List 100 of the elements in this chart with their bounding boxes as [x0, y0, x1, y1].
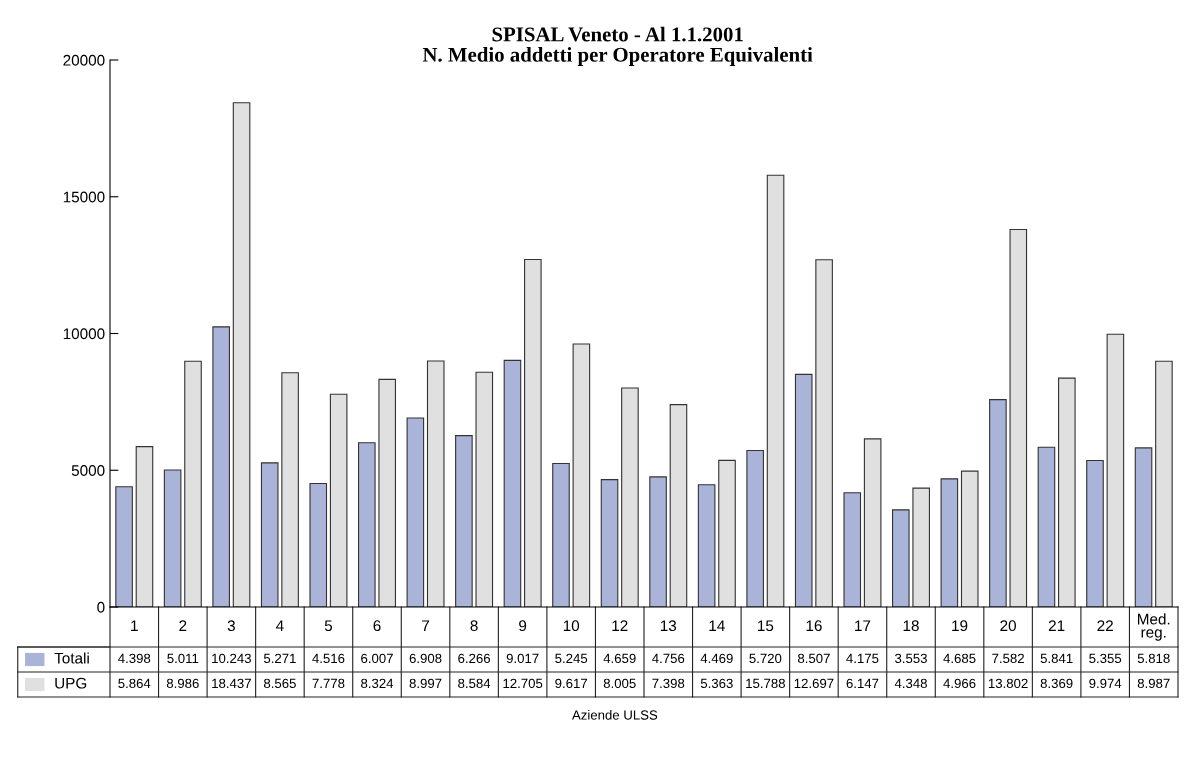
data-label: 10.243 — [212, 653, 251, 664]
data-label: 6.147 — [846, 678, 879, 689]
x-tick-label: 10 — [563, 620, 580, 632]
data-label: 8.986 — [166, 678, 199, 689]
legend-label: Totali — [54, 652, 89, 664]
bar — [600, 479, 619, 607]
x-tick-label: 1 — [131, 620, 138, 631]
x-tick-label: Med. reg. — [1138, 613, 1170, 641]
bar — [1009, 228, 1028, 607]
data-label: 4.348 — [894, 678, 927, 689]
data-label: 5.841 — [1040, 653, 1073, 664]
x-tick-label: 14 — [709, 620, 725, 631]
data-label: 8.507 — [797, 653, 830, 664]
bar — [697, 484, 716, 607]
x-tick-label: 15 — [758, 620, 774, 632]
bar — [960, 470, 979, 607]
data-label: 5.818 — [1137, 653, 1170, 664]
data-label: 8.987 — [1137, 678, 1170, 689]
y-tick-label: 10000 — [63, 328, 105, 340]
data-label: 6.266 — [458, 653, 491, 664]
bar — [989, 399, 1007, 607]
bar — [163, 469, 182, 607]
data-label: 4.516 — [312, 653, 345, 664]
bar — [455, 435, 473, 607]
bar — [503, 359, 522, 607]
data-label: 5.363 — [700, 678, 733, 689]
data-label: 9.617 — [555, 678, 588, 689]
x-tick-label: 18 — [903, 620, 919, 632]
x-tick-label: 16 — [806, 620, 822, 632]
data-label: 7.778 — [312, 678, 345, 689]
x-tick-label: 21 — [1048, 620, 1065, 631]
bar — [184, 360, 202, 607]
data-label: 8.324 — [361, 678, 394, 689]
data-label: 6.007 — [361, 653, 393, 664]
data-label: 8.369 — [1040, 678, 1073, 689]
data-label: 9.017 — [506, 653, 539, 664]
data-label: 9.974 — [1089, 678, 1122, 689]
x-tick-label: 13 — [660, 620, 677, 632]
bar — [329, 393, 348, 607]
bar — [135, 446, 154, 607]
data-label: 4.966 — [943, 678, 976, 689]
data-label: 8.997 — [409, 678, 442, 689]
data-label: 5.864 — [118, 678, 151, 689]
bar — [621, 387, 639, 607]
x-tick-label: 2 — [179, 620, 187, 631]
data-label: 4.685 — [943, 653, 976, 664]
y-tick-label: 0 — [97, 601, 105, 613]
y-tick-label: 15000 — [63, 191, 105, 203]
chart-title: SPISAL Veneto - Al 1.1.2001 N. Medio addetti per Operatore Equivalenti — [422, 26, 813, 67]
data-label: 15.788 — [746, 678, 785, 689]
data-label: 12.697 — [794, 678, 834, 689]
y-tick-label: 5000 — [71, 465, 105, 476]
data-label: 4.756 — [652, 653, 685, 664]
bar — [552, 462, 570, 607]
bar — [426, 360, 445, 607]
bar — [746, 450, 764, 607]
bar — [1134, 447, 1153, 607]
x-tick-label: 3 — [227, 620, 235, 632]
data-label: 8.584 — [458, 678, 491, 689]
data-label: 5.245 — [555, 653, 588, 664]
data-label: 4.398 — [118, 653, 151, 664]
x-tick-label: 12 — [612, 620, 628, 631]
bar — [115, 486, 133, 607]
bar — [912, 487, 931, 607]
data-label: 7.582 — [992, 653, 1024, 664]
data-label: 8.005 — [603, 678, 636, 689]
x-tick-label: 6 — [373, 620, 381, 632]
bar — [766, 174, 785, 607]
bar — [406, 417, 425, 607]
x-tick-label: 20 — [1000, 620, 1016, 632]
data-label: 5.720 — [749, 653, 782, 664]
bar — [357, 442, 376, 607]
bar — [863, 438, 882, 607]
bar — [524, 258, 542, 607]
bar — [212, 326, 230, 607]
bar — [843, 492, 862, 607]
data-label: 6.908 — [409, 653, 442, 664]
bar — [1106, 333, 1125, 607]
bar — [260, 462, 279, 607]
x-tick-label: 8 — [470, 620, 478, 632]
data-label: 4.175 — [846, 653, 879, 664]
data-label: 5.355 — [1089, 653, 1122, 664]
y-tick-label: 20000 — [63, 54, 105, 66]
bar — [1037, 446, 1056, 607]
x-tick-label: 4 — [276, 620, 284, 631]
bar — [1058, 377, 1076, 607]
bar — [815, 259, 833, 607]
x-tick-label: 22 — [1097, 620, 1113, 631]
x-tick-label: 7 — [422, 620, 430, 631]
data-label: 4.469 — [700, 653, 733, 664]
bar — [475, 371, 494, 607]
bar — [1086, 459, 1104, 607]
x-tick-label: 9 — [519, 620, 527, 632]
bar — [649, 476, 667, 607]
bar — [1155, 360, 1173, 607]
bar — [281, 372, 299, 607]
bar — [891, 509, 910, 607]
bar — [572, 343, 591, 607]
bar — [309, 482, 328, 607]
data-label: 13.802 — [988, 678, 1028, 689]
